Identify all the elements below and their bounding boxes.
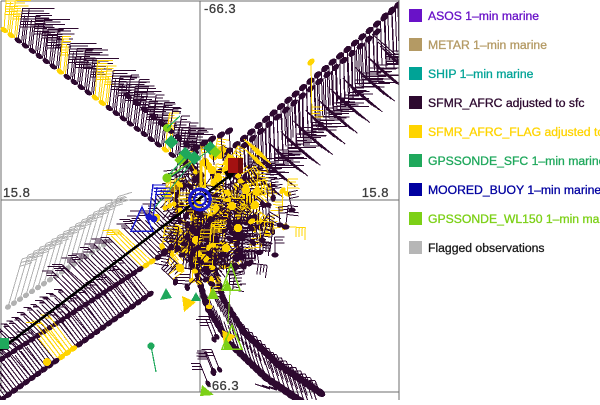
svg-text:15.8: 15.8 xyxy=(362,185,389,200)
svg-text:ASOS 1–min marine: ASOS 1–min marine xyxy=(428,9,539,23)
svg-text:MOORED_BUOY 1–min marine: MOORED_BUOY 1–min marine xyxy=(428,183,600,197)
svg-text:15.8: 15.8 xyxy=(3,185,30,200)
svg-text:SFMR_AFRC adjusted to sfc: SFMR_AFRC adjusted to sfc xyxy=(428,96,584,110)
svg-text:-66.3: -66.3 xyxy=(204,1,236,16)
svg-text:Flagged observations: Flagged observations xyxy=(428,241,545,255)
svg-text:GPSSONDE_WL150 1–min mar: GPSSONDE_WL150 1–min mar xyxy=(428,212,600,226)
svg-text:METAR 1–min marine: METAR 1–min marine xyxy=(428,38,547,52)
svg-text:SFMR_AFRC_FLAG adjusted to: SFMR_AFRC_FLAG adjusted to xyxy=(428,125,600,139)
svg-text:GPSSONDE_SFC 1–min marine: GPSSONDE_SFC 1–min marine xyxy=(428,154,600,168)
svg-text:SHIP 1–min marine: SHIP 1–min marine xyxy=(428,67,534,81)
svg-text:-66.3: -66.3 xyxy=(207,378,239,393)
